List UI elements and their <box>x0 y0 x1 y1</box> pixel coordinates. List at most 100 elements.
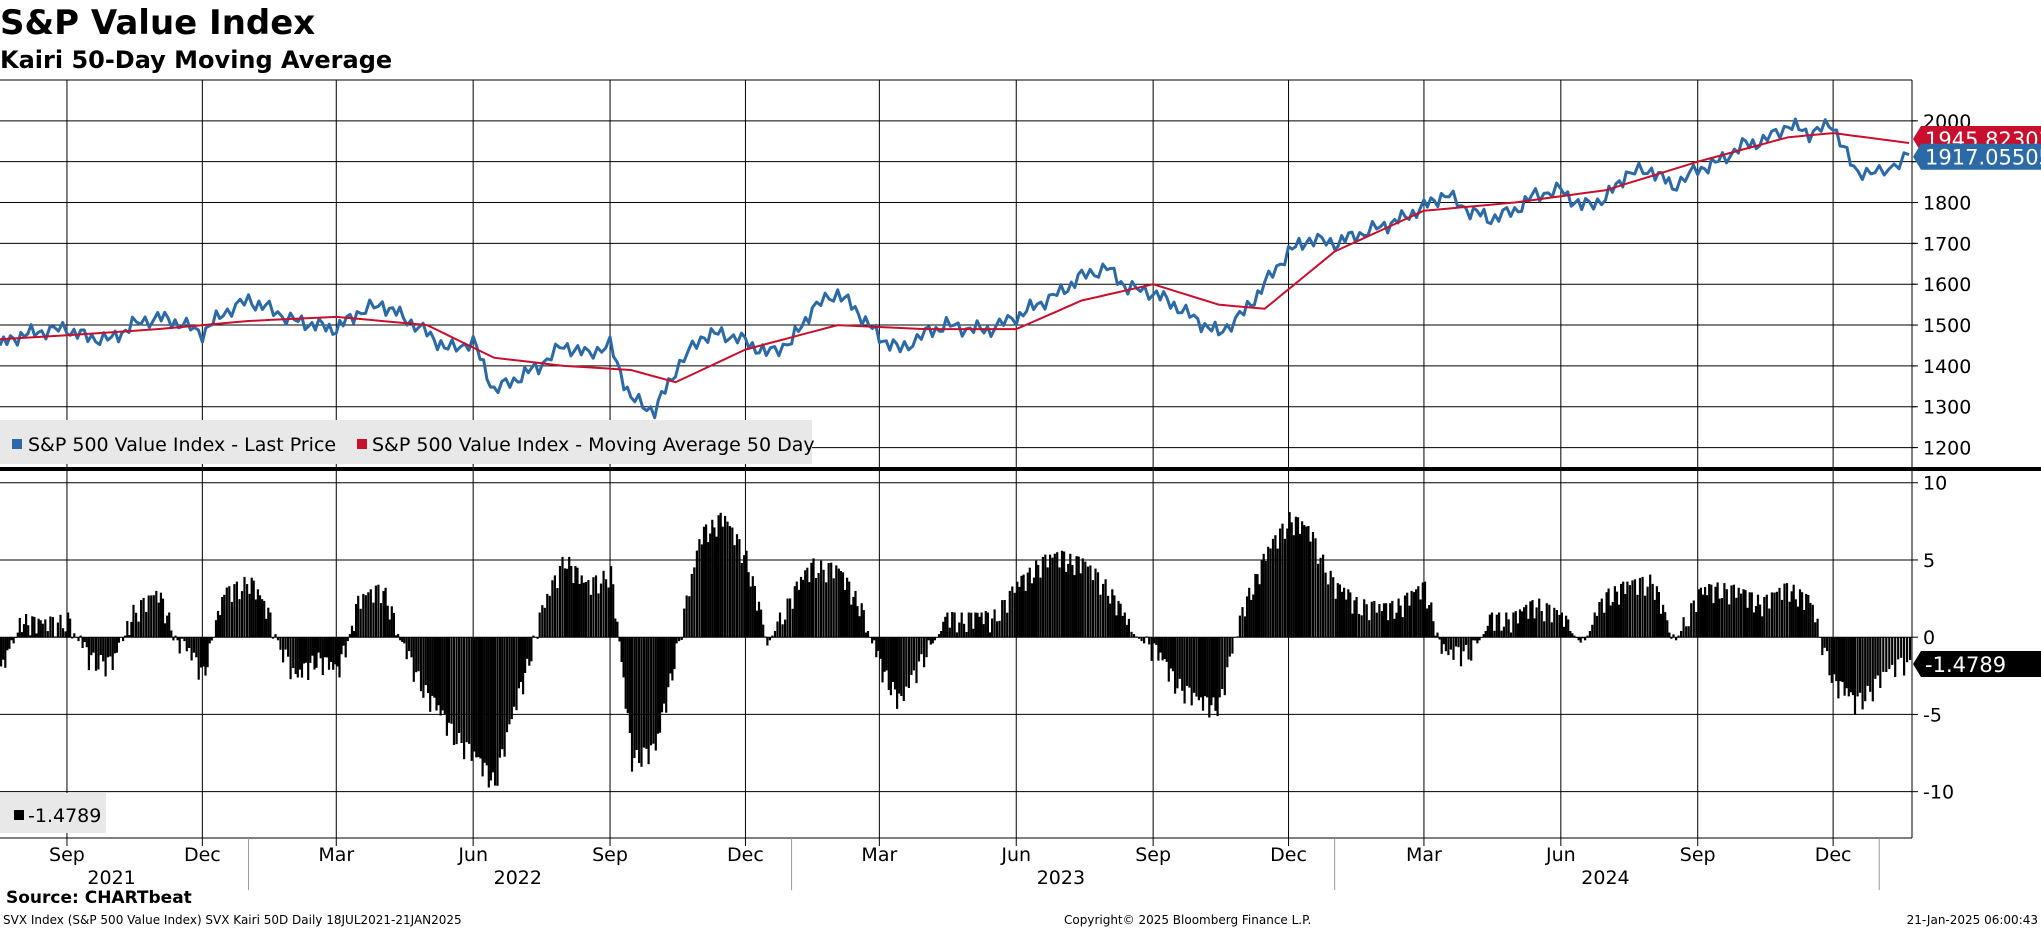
kairi-bar <box>929 637 932 645</box>
kairi-bar <box>1324 572 1327 638</box>
kairi-bar <box>435 637 438 711</box>
kairi-bar <box>1238 615 1241 638</box>
kairi-bar <box>724 515 727 638</box>
kairi-bar <box>768 637 771 641</box>
kairi-bar <box>1039 577 1042 638</box>
kairi-bar <box>475 637 478 758</box>
kairi-bar <box>972 628 975 638</box>
kairi-bar <box>1888 637 1891 670</box>
kairi-bar <box>1664 612 1667 638</box>
kairi-bar <box>1058 567 1061 638</box>
kairi-bar <box>1262 553 1265 638</box>
kairi-bar <box>628 637 631 733</box>
kairi-bar <box>109 637 112 657</box>
kairi-bar <box>1885 637 1888 672</box>
kairi-bar <box>1423 581 1427 638</box>
kairi-bar <box>256 589 259 638</box>
kairi-bar <box>553 575 556 638</box>
kairi-bar <box>258 595 262 638</box>
kairi-bar <box>357 595 360 638</box>
kairi-bar <box>638 637 641 763</box>
kairi-bar <box>279 637 282 650</box>
kairi-bar <box>128 635 131 638</box>
kairi-bar <box>113 637 116 654</box>
kairi-bar <box>728 526 731 638</box>
kairi-bar <box>951 612 954 638</box>
kairi-bar <box>1903 637 1906 676</box>
kairi-y-tick-label: 0 <box>1923 627 1935 649</box>
kairi-bar <box>240 591 244 638</box>
kairi-bar <box>953 612 956 638</box>
kairi-bar <box>534 637 537 638</box>
kairi-bar <box>1030 583 1033 638</box>
kairi-bar <box>938 634 941 638</box>
kairi-bar <box>1417 586 1420 638</box>
kairi-bar <box>1618 604 1621 638</box>
kairi-bar <box>39 620 42 638</box>
kairi-bar <box>1818 637 1821 638</box>
kairi-bar <box>1026 572 1029 638</box>
kairi-bar <box>1529 601 1532 638</box>
kairi-bar <box>56 622 59 638</box>
kairi-bar <box>1174 637 1177 694</box>
kairi-bar <box>1516 623 1519 638</box>
kairi-bar <box>1659 613 1663 638</box>
kairi-bar <box>1444 637 1447 652</box>
kairi-bar <box>1161 637 1164 661</box>
kairi-bar <box>1657 592 1660 638</box>
kairi-bar <box>986 612 989 638</box>
kairi-bar <box>1013 592 1016 638</box>
kairi-bar <box>2 637 5 660</box>
kairi-bar <box>352 631 356 638</box>
kairi-bar <box>1609 605 1612 638</box>
kairi-bar <box>1533 618 1536 638</box>
kairi-bar <box>640 637 643 767</box>
kairi-bar <box>1584 637 1587 641</box>
kairi-bar <box>1212 637 1215 698</box>
kairi-bar <box>1670 637 1673 639</box>
kairi-bar <box>119 637 123 638</box>
kairi-bar <box>1165 637 1168 662</box>
kairi-bar <box>248 593 251 638</box>
kairi-bar <box>1206 637 1209 698</box>
kairi-bar <box>698 539 701 638</box>
kairi-bar <box>898 637 901 694</box>
kairi-bar <box>135 612 138 638</box>
kairi-bar <box>1145 636 1148 638</box>
kairi-bar <box>477 637 480 758</box>
kairi-bar <box>1199 637 1203 698</box>
kairi-bar <box>254 599 257 638</box>
kairi-bar <box>212 637 215 638</box>
kairi-y-tick-label: -10 <box>1923 782 1954 804</box>
kairi-bar <box>1314 538 1317 638</box>
kairi-bar <box>1169 637 1172 669</box>
kairi-bar <box>843 589 847 638</box>
kairi-bar <box>602 570 605 638</box>
kairi-bar <box>261 599 264 638</box>
kairi-bar <box>1531 600 1534 638</box>
kairi-bar <box>1410 590 1413 638</box>
kairi-bar <box>955 632 958 638</box>
kairi-bar <box>1380 611 1383 638</box>
kairi-bar <box>1509 632 1513 638</box>
kairi-bar <box>1113 595 1116 638</box>
kairi-bar <box>1500 630 1503 638</box>
kairi-bar <box>1467 637 1470 660</box>
kairi-bar <box>271 637 274 639</box>
kairi-bar <box>115 637 118 653</box>
kairi-bar <box>1732 584 1735 638</box>
kairi-bar <box>970 612 973 638</box>
kairi-bar <box>812 558 815 638</box>
kairi-bar <box>791 608 794 638</box>
kairi-bar <box>282 637 285 663</box>
kairi-bar <box>781 624 784 638</box>
kairi-bar <box>1523 607 1526 638</box>
kairi-bar <box>1305 526 1308 638</box>
kairi-bar <box>1201 637 1205 711</box>
kairi-bar <box>83 637 86 642</box>
kairi-bar <box>1459 637 1463 667</box>
kairi-bar <box>172 637 175 641</box>
kairi-bar <box>1223 637 1226 696</box>
kairi-bar <box>394 635 398 638</box>
kairi-bar <box>460 637 463 743</box>
